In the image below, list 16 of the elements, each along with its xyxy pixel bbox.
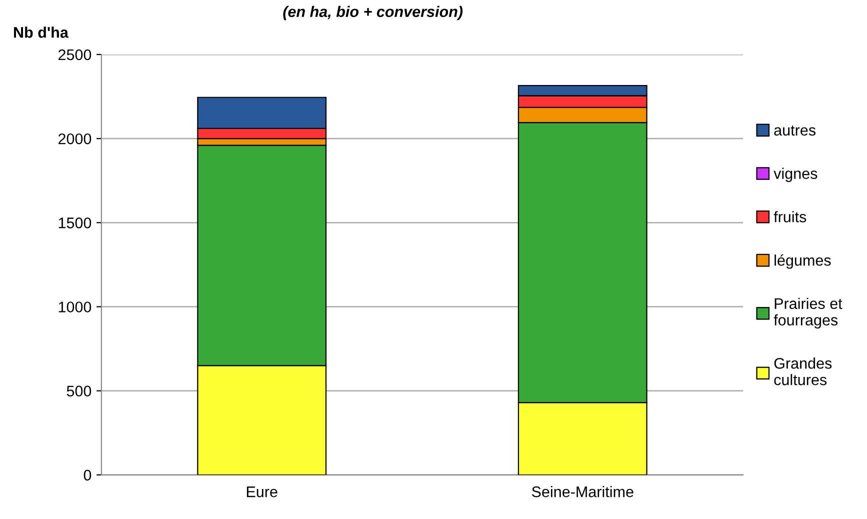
legend-label: Prairies et fourrages bbox=[774, 298, 842, 329]
legend-label: légumes bbox=[774, 254, 831, 269]
y-tick-label: 1000 bbox=[58, 302, 92, 312]
y-tick-label: 2500 bbox=[58, 49, 92, 60]
y-tick-label: 2000 bbox=[58, 133, 92, 144]
x-tick-label: Seine-Maritime bbox=[532, 486, 634, 498]
legend-label: autres bbox=[774, 126, 816, 136]
chart-subtitle: (en ha, bio + conversion) bbox=[283, 6, 463, 20]
y-axis-title: Nb d'ha bbox=[14, 26, 69, 38]
y-tick-label: 0 bbox=[84, 470, 92, 481]
y-tick-label: 1500 bbox=[58, 218, 92, 228]
legend-label: Grandes cultures bbox=[774, 358, 832, 386]
legend-label: vignes bbox=[774, 168, 818, 182]
legend-label: fruits bbox=[774, 211, 806, 222]
y-tick-label: 500 bbox=[66, 386, 92, 396]
x-tick-label: Eure bbox=[246, 486, 278, 498]
